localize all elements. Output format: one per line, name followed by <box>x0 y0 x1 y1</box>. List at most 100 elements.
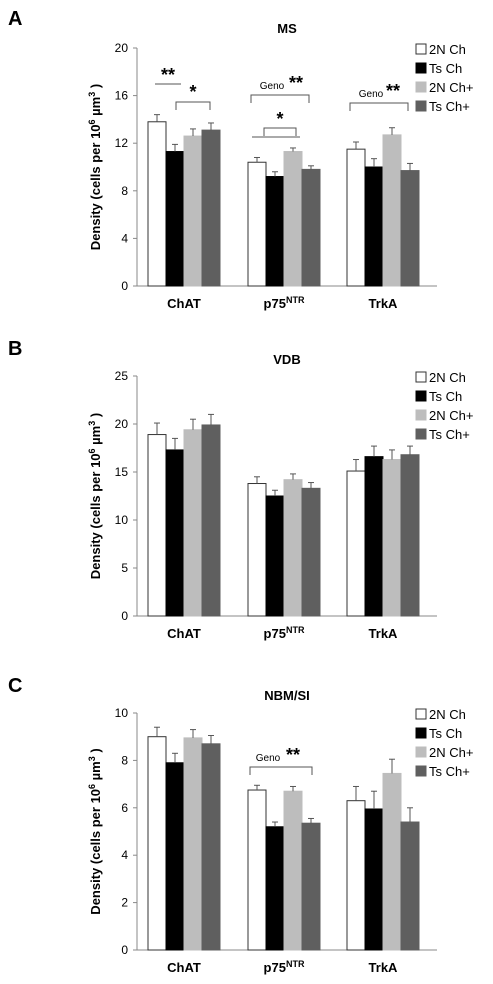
bar <box>382 459 402 617</box>
legend-label: 2N Ch <box>429 707 466 722</box>
legend-swatch <box>415 100 427 112</box>
y-tick-label: 16 <box>115 89 129 103</box>
panel-letter: C <box>8 675 22 697</box>
legend-swatch <box>415 409 427 421</box>
panel-letter: B <box>8 338 22 360</box>
y-tick-label: 8 <box>121 184 128 198</box>
y-axis-label: Density (cells per 106 µm3 ) <box>87 413 103 579</box>
legend-label: Ts Ch+ <box>429 99 470 114</box>
legend-label: Ts Ch <box>429 726 462 741</box>
y-tick-label: 20 <box>115 417 129 431</box>
geno-label: Geno <box>359 89 384 100</box>
y-tick-label: 15 <box>115 465 129 479</box>
legend-label: 2N Ch+ <box>429 408 473 423</box>
legend-swatch <box>415 62 427 74</box>
legend-label: Ts Ch <box>429 389 462 404</box>
bar <box>346 148 366 287</box>
panel-letter: A <box>8 8 22 30</box>
bar <box>165 151 185 287</box>
significance-stars: * <box>189 82 196 102</box>
y-tick-label: 6 <box>121 801 128 815</box>
significance-bracket <box>249 766 313 775</box>
y-tick-label: 10 <box>115 513 129 527</box>
y-tick-label: 4 <box>121 848 128 862</box>
legend-label: Ts Ch+ <box>429 764 470 779</box>
category-label: p75NTR <box>264 295 305 311</box>
bar <box>364 166 384 287</box>
category-label: TrkA <box>369 960 399 975</box>
geno-label: Geno <box>260 81 285 92</box>
bar <box>346 800 366 951</box>
bar <box>147 121 167 287</box>
chart-panel-B: B VDB 0 5 10 15 20 25 Density (cells per 106 µm3… <box>8 338 473 641</box>
category-label: p75NTR <box>264 625 305 641</box>
significance-stars: ** <box>386 81 400 101</box>
significance-bracket <box>263 127 297 136</box>
y-axis-label: Density (cells per 106 µm3 ) <box>87 748 103 914</box>
legend-swatch <box>415 765 427 777</box>
bar <box>400 821 420 951</box>
chart-title: NBM/SI <box>264 688 310 703</box>
bar <box>165 762 185 951</box>
category-label: ChAT <box>167 296 201 311</box>
y-tick-label: 5 <box>121 561 128 575</box>
bar <box>400 170 420 287</box>
legend-swatch <box>415 390 427 402</box>
y-axis-label: Density (cells per 106 µm3 ) <box>87 84 103 250</box>
bar <box>301 487 321 617</box>
bar <box>183 135 203 287</box>
legend-label: Ts Ch+ <box>429 427 470 442</box>
legend-swatch <box>415 746 427 758</box>
legend-label: 2N Ch <box>429 42 466 57</box>
y-tick-label: 0 <box>121 943 128 957</box>
chart-title: MS <box>277 21 297 36</box>
category-label: p75NTR <box>264 959 305 975</box>
legend-swatch <box>415 428 427 440</box>
bar <box>147 434 167 617</box>
significance-stars: ** <box>289 73 303 93</box>
significance-stars: ** <box>286 745 300 765</box>
bar <box>382 134 402 287</box>
chart-panel-A: A MS 0 4 8 12 16 20 Density (cells per 106 µm3 )… <box>8 8 473 311</box>
y-tick-label: 0 <box>121 609 128 623</box>
category-label: ChAT <box>167 960 201 975</box>
legend-swatch <box>415 371 427 383</box>
bar <box>265 176 285 287</box>
chart-panel-C: C NBM/SI 0 2 4 6 8 10 Density (cells per 106 µm3… <box>8 675 473 975</box>
bar <box>364 808 384 951</box>
legend-label: 2N Ch+ <box>429 80 473 95</box>
legend-label: 2N Ch+ <box>429 745 473 760</box>
bar <box>301 822 321 951</box>
significance-bracket <box>250 94 310 103</box>
legend-swatch <box>415 43 427 55</box>
y-tick-label: 12 <box>115 136 129 150</box>
y-tick-label: 25 <box>115 369 129 383</box>
bar <box>283 151 303 287</box>
bar <box>201 129 221 287</box>
geno-label: Geno <box>256 753 281 764</box>
chart-title: VDB <box>273 352 300 367</box>
bar <box>247 789 267 951</box>
category-label: TrkA <box>369 626 399 641</box>
y-tick-label: 20 <box>115 41 129 55</box>
bar <box>183 737 203 951</box>
significance-bracket <box>175 101 211 110</box>
bar <box>147 736 167 951</box>
bar <box>346 470 366 617</box>
bar <box>265 826 285 951</box>
bar <box>400 454 420 617</box>
bar <box>201 424 221 617</box>
legend-swatch <box>415 727 427 739</box>
bar <box>247 161 267 287</box>
bar <box>382 772 402 951</box>
bar <box>301 168 321 287</box>
category-label: TrkA <box>369 296 399 311</box>
category-label: ChAT <box>167 626 201 641</box>
bar <box>283 790 303 951</box>
y-tick-label: 0 <box>121 279 128 293</box>
legend-label: 2N Ch <box>429 370 466 385</box>
legend-swatch <box>415 708 427 720</box>
bar <box>183 429 203 617</box>
bar <box>201 743 221 951</box>
